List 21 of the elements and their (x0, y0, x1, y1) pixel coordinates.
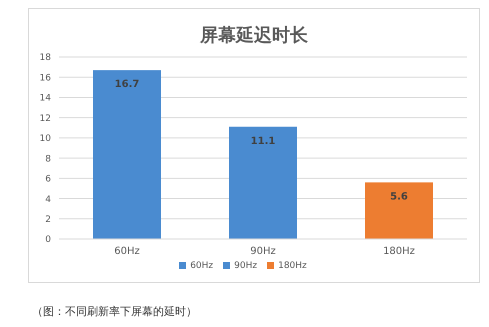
y-tick-label: 18 (40, 53, 52, 64)
y-tick-label: 2 (45, 214, 51, 225)
legend-label: 180Hz (278, 261, 307, 271)
data-label: 5.6 (390, 191, 408, 202)
y-tick-label: 12 (40, 114, 51, 124)
legend-label: 90Hz (234, 261, 258, 271)
y-tick-label: 8 (45, 154, 52, 164)
y-tick-label: 16 (40, 73, 52, 84)
text: （图：不同刷新率下屏幕的延时） (32, 304, 197, 319)
y-tick-label: 14 (40, 94, 52, 104)
data-label: 16.7 (114, 79, 140, 90)
y-tick-label: 10 (40, 134, 52, 144)
y-tick-label: 6 (45, 174, 52, 185)
y-tick-label: 0 (45, 235, 52, 246)
chart-title: 屏幕延迟时长 (198, 24, 309, 48)
legend-label: 60Hz (190, 261, 214, 271)
x-tick-label: 180Hz (383, 246, 415, 258)
y-tick-label: 4 (45, 194, 52, 205)
data-label: 11.1 (250, 136, 276, 147)
x-tick-label: 90Hz (250, 246, 276, 258)
x-tick-label: 60Hz (114, 246, 140, 258)
